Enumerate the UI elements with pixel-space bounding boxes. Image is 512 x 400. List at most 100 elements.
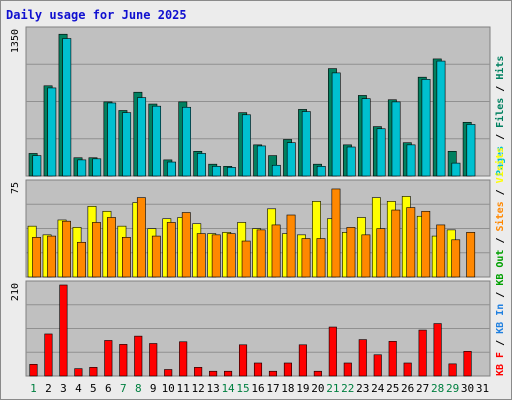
bar-sites-fill (406, 207, 416, 278)
y-max-label: 1350 (10, 29, 21, 53)
bar-hits (47, 87, 57, 177)
bar-kbytes-fill (418, 329, 427, 377)
bar-kbytes (29, 363, 38, 377)
bar-sites-fill (451, 239, 461, 278)
bar-sites-fill (241, 240, 251, 278)
bar-kbytes-fill (313, 370, 322, 377)
bar-sites-fill (121, 237, 131, 278)
legend-separator: / (495, 231, 506, 249)
bar-sites (451, 239, 461, 278)
bar-sites-fill (376, 228, 386, 278)
bar-kbytes-fill (343, 362, 352, 377)
bar-sites-fill (436, 224, 446, 278)
bar-kbytes-fill (253, 362, 263, 377)
bar-sites (136, 197, 146, 278)
bar-sites-fill (136, 197, 146, 278)
bar-hits-fill (256, 145, 266, 177)
bar-kbytes (134, 335, 143, 377)
bar-sites-fill (226, 233, 236, 278)
bar-hits (152, 105, 162, 177)
bar-hits (241, 114, 251, 177)
bar-hits-fill (271, 164, 281, 177)
legend-entry: Files (494, 98, 506, 128)
bar-hits-fill (92, 158, 102, 177)
x-tick-label: 7 (120, 382, 127, 395)
bar-sites (92, 222, 101, 278)
bar-hits-fill (62, 38, 72, 177)
bar-sites-fill (107, 217, 116, 278)
legend-entry: Visits (494, 147, 506, 183)
legend-separator: / (495, 183, 506, 201)
bar-hits (346, 146, 356, 177)
bar-kbytes-fill (448, 363, 457, 377)
x-tick-label: 20 (311, 382, 324, 395)
bar-sites-fill (211, 234, 221, 278)
legend-entry: KB F (495, 352, 506, 376)
bar-hits-fill (361, 98, 371, 177)
bar-sites (151, 235, 161, 278)
bar-hits-fill (77, 159, 87, 177)
bar-kbytes (44, 333, 53, 377)
bar-hits (227, 167, 236, 177)
x-tick-label: 31 (476, 382, 489, 395)
bar-hits-fill (316, 166, 326, 177)
bar-kbytes (238, 344, 248, 377)
legend-separator: / (495, 286, 506, 304)
bar-sites (361, 234, 371, 278)
bar-sites-fill (301, 238, 311, 278)
bar-kbytes-fill (358, 339, 367, 377)
bar-kbytes (224, 370, 233, 377)
bar-hits (316, 166, 326, 177)
bar-hits-fill (421, 79, 431, 177)
bar-kbytes-fill (134, 335, 143, 377)
bar-hits-fill (227, 167, 236, 177)
bar-hits-fill (47, 87, 57, 177)
bar-kbytes-fill (119, 344, 128, 377)
bar-sites-fill (196, 233, 206, 278)
legend-separator: / (495, 128, 506, 146)
bar-hits (376, 128, 386, 177)
x-tick-label: 27 (416, 382, 429, 395)
bar-hits-fill (182, 106, 191, 177)
x-tick-label: 16 (251, 382, 264, 395)
x-tick-label: 30 (461, 382, 474, 395)
x-tick-label: 19 (296, 382, 309, 395)
bar-kbytes-fill (283, 362, 292, 377)
bar-sites (211, 234, 221, 278)
bar-kbytes (253, 362, 263, 377)
bar-hits-fill (451, 162, 461, 177)
bar-hits (77, 159, 87, 177)
bar-sites (181, 212, 191, 278)
x-tick-label: 25 (386, 382, 399, 395)
x-tick-label: 15 (236, 382, 249, 395)
bar-kbytes (298, 344, 307, 377)
bar-sites-fill (466, 232, 476, 278)
bar-sites (466, 232, 476, 278)
legend-entry: Hits (494, 56, 506, 80)
bar-hits (271, 164, 281, 177)
x-tick-label: 21 (326, 382, 339, 395)
x-tick-label: 6 (105, 382, 112, 395)
bar-hits (32, 155, 42, 177)
bar-sites (32, 237, 42, 278)
legend-separator: / (495, 80, 506, 98)
bar-sites (421, 210, 431, 278)
bar-kbytes-fill (403, 362, 412, 377)
x-tick-label: 22 (341, 382, 354, 395)
bar-hits (107, 102, 117, 177)
bar-kbytes-fill (89, 367, 98, 377)
bar-kbytes-fill (209, 370, 218, 377)
x-tick-label: 13 (206, 382, 219, 395)
bar-hits-fill (122, 112, 132, 177)
bar-hits-fill (212, 166, 221, 177)
bar-hits (182, 106, 191, 177)
bar-kbytes-fill (44, 333, 53, 377)
bar-kbytes (164, 369, 173, 377)
x-tick-label: 10 (162, 382, 175, 395)
bar-sites-fill (316, 238, 326, 278)
bar-kbytes (328, 326, 337, 377)
bar-sites-fill (166, 222, 176, 278)
bar-kbytes-fill (328, 326, 337, 377)
bar-sites (241, 240, 251, 278)
bar-sites-fill (421, 210, 431, 278)
